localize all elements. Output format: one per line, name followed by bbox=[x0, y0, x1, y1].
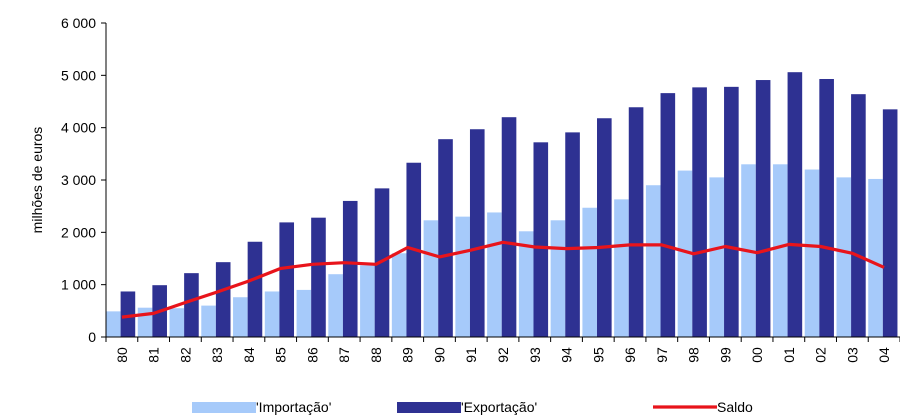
bar bbox=[709, 177, 725, 337]
bar bbox=[614, 199, 629, 337]
x-tick-label: 88 bbox=[368, 347, 384, 363]
bar bbox=[501, 117, 517, 337]
x-tick-label: 82 bbox=[177, 347, 193, 363]
x-tick-label: 95 bbox=[590, 347, 606, 363]
bar bbox=[645, 185, 661, 337]
x-tick-label: 01 bbox=[781, 347, 797, 363]
bar bbox=[342, 200, 358, 337]
bar bbox=[328, 274, 343, 337]
bar bbox=[423, 220, 439, 337]
x-tick-label: 97 bbox=[654, 347, 670, 363]
y-tick-label: 4 000 bbox=[61, 120, 96, 136]
x-tick-label: 94 bbox=[559, 347, 575, 363]
x-tick-label: 81 bbox=[146, 347, 162, 363]
x-tick-label: 98 bbox=[686, 347, 702, 363]
legend-label: Saldo bbox=[717, 399, 753, 415]
y-axis: 0 1 000 2 000 3 000 4 000 5 000 6 000 bbox=[61, 15, 107, 345]
x-tick-label: 91 bbox=[463, 347, 479, 363]
bar bbox=[279, 222, 295, 337]
bar bbox=[360, 265, 375, 337]
bar bbox=[868, 178, 883, 337]
y-tick-label: 5 000 bbox=[61, 67, 96, 83]
x-tick-label: 93 bbox=[527, 347, 543, 363]
bar bbox=[787, 72, 803, 338]
x-tick-label: 85 bbox=[273, 347, 289, 363]
bar bbox=[582, 207, 598, 337]
x-tick-label: 87 bbox=[336, 347, 352, 363]
bar bbox=[772, 164, 788, 337]
y-tick-label: 1 000 bbox=[61, 277, 96, 293]
bar bbox=[851, 94, 866, 337]
bar bbox=[677, 170, 693, 337]
bar bbox=[804, 169, 820, 337]
x-tick-label: 02 bbox=[813, 347, 829, 363]
bar bbox=[469, 129, 485, 337]
bar bbox=[755, 80, 771, 337]
bar bbox=[660, 93, 676, 337]
saldo-line bbox=[121, 240, 885, 319]
bar bbox=[391, 253, 407, 337]
x-tick-label: 84 bbox=[241, 347, 257, 363]
bar bbox=[724, 86, 739, 337]
bar bbox=[184, 273, 199, 337]
bar bbox=[438, 139, 453, 337]
bar bbox=[233, 297, 248, 337]
bar bbox=[247, 241, 263, 337]
bar bbox=[215, 262, 231, 337]
legend-swatch bbox=[397, 402, 461, 413]
bar bbox=[550, 220, 566, 337]
bar bbox=[836, 177, 852, 337]
x-tick-label: 80 bbox=[114, 347, 130, 363]
bar bbox=[201, 305, 216, 337]
legend-label: 'Importação' bbox=[256, 399, 331, 415]
bar bbox=[487, 212, 502, 337]
x-tick-label: 83 bbox=[209, 347, 225, 363]
bar bbox=[296, 289, 312, 337]
bar bbox=[169, 308, 185, 337]
x-axis: 80 81 82 83 84 85 86 87 88 89 90 91 92 93 94 95 96 97 98 99… bbox=[105, 336, 900, 363]
x-tick-label: 96 bbox=[622, 347, 638, 363]
bar bbox=[819, 78, 834, 337]
x-tick-label: 89 bbox=[400, 347, 416, 363]
bar bbox=[311, 217, 326, 337]
bar bbox=[106, 311, 121, 337]
x-tick-label: 99 bbox=[717, 347, 733, 363]
bar bbox=[692, 87, 707, 338]
bar bbox=[628, 107, 644, 337]
plot-area bbox=[106, 72, 898, 338]
legend-swatch bbox=[192, 402, 256, 413]
y-tick-label: 0 bbox=[88, 329, 96, 345]
bar bbox=[565, 132, 580, 337]
x-tick-label: 86 bbox=[304, 347, 320, 363]
bar bbox=[264, 291, 280, 337]
x-tick-label: 00 bbox=[749, 347, 765, 363]
y-axis-title: milhões de euros bbox=[29, 127, 45, 234]
bar bbox=[137, 307, 153, 337]
x-tick-label: 92 bbox=[495, 347, 511, 363]
y-tick-label: 3 000 bbox=[61, 172, 96, 188]
bar bbox=[882, 109, 898, 337]
x-tick-label: 03 bbox=[844, 347, 860, 363]
y-tick-label: 2 000 bbox=[61, 224, 96, 240]
y-tick-label: 6 000 bbox=[61, 15, 96, 31]
legend-label: 'Exportação' bbox=[461, 399, 537, 415]
bar bbox=[518, 231, 534, 337]
bar bbox=[533, 142, 549, 337]
bar bbox=[120, 291, 136, 337]
bar bbox=[597, 118, 612, 337]
legend: 'Importação' 'Exportação' Saldo bbox=[192, 399, 753, 415]
bar bbox=[455, 216, 470, 337]
x-tick-label: 90 bbox=[431, 347, 447, 363]
x-tick-label: 04 bbox=[876, 347, 892, 363]
